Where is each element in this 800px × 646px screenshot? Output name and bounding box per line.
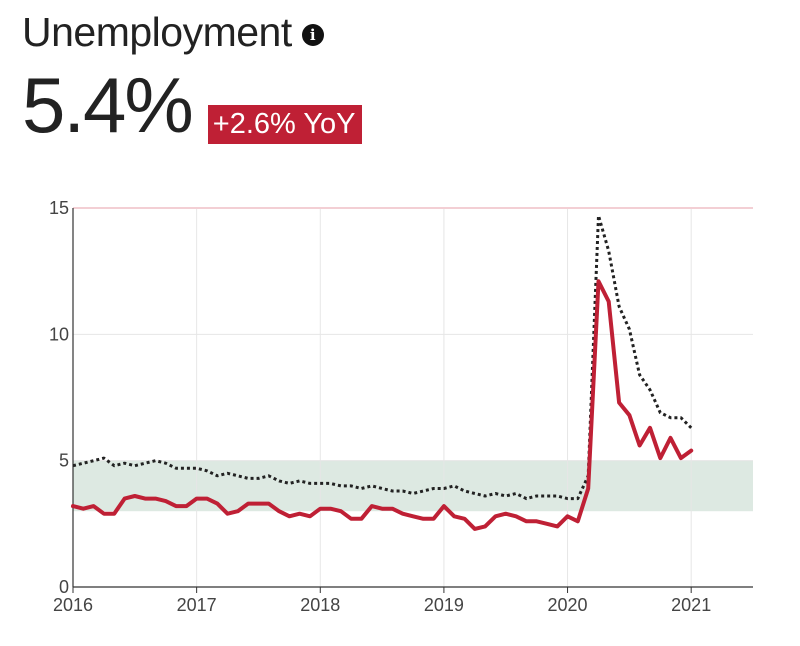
current-value: 5.4% [22,61,194,149]
header: Unemployment i 5.4% +2.6% YoY [22,6,362,150]
shaded-band [73,460,753,512]
info-icon[interactable]: i [301,24,324,46]
y-tick-label: 0 [59,577,69,597]
series-line-solid [71,279,694,531]
y-tick-label: 10 [49,324,69,344]
y-tick-label: 15 [49,198,69,218]
x-tick-label: 2018 [300,595,340,615]
y-tick-label: 5 [59,451,69,471]
x-tick-label: 2021 [671,595,711,615]
series-line-dotted [72,214,693,501]
x-tick-label: 2019 [424,595,464,615]
x-tick-label: 2020 [548,595,588,615]
x-tick-label: 2017 [177,595,217,615]
title-row: Unemployment i [22,6,362,58]
x-tick-label: 2016 [53,595,93,615]
value-row: 5.4% +2.6% YoY [22,60,362,150]
page-title: Unemployment [22,9,292,55]
change-badge: +2.6% YoY [207,105,362,144]
